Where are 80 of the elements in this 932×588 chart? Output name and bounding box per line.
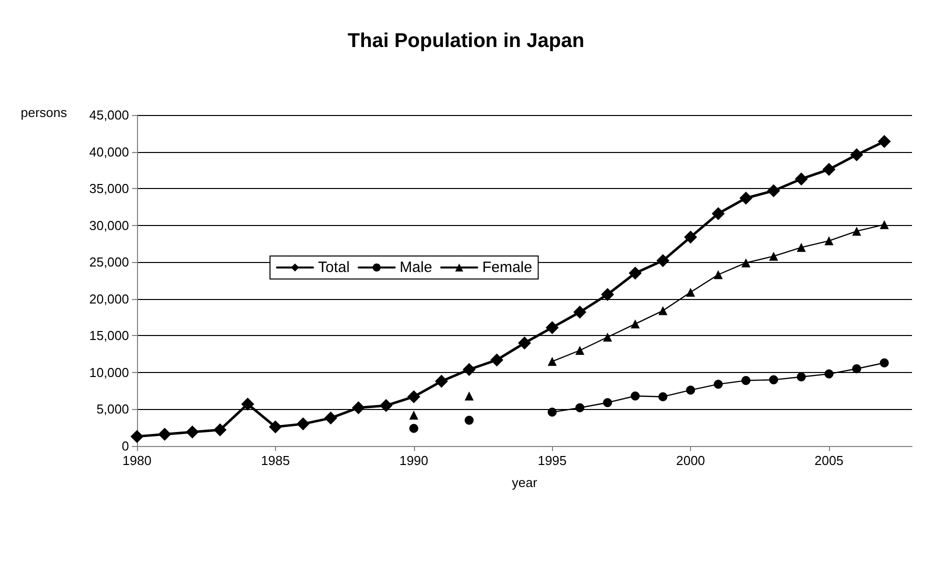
point	[741, 376, 750, 386]
point	[852, 364, 862, 374]
point	[352, 401, 365, 414]
point	[741, 258, 750, 268]
y-tick-label: 10,000	[89, 364, 129, 380]
point	[130, 430, 144, 443]
point	[324, 412, 338, 425]
point	[462, 363, 476, 376]
point	[739, 192, 752, 205]
point	[850, 148, 864, 162]
point	[601, 288, 614, 301]
point	[546, 321, 559, 334]
y-tick-label: 40,000	[89, 144, 129, 160]
y-tick-label: 30,000	[89, 218, 129, 233]
point	[548, 408, 557, 417]
point	[824, 236, 834, 246]
point	[409, 410, 418, 420]
point	[769, 375, 778, 384]
point	[214, 423, 227, 436]
y-tick-label: 0	[122, 438, 129, 454]
point	[575, 346, 584, 355]
point	[603, 398, 612, 408]
y-tick-label: 35,000	[89, 181, 129, 196]
y-tick-label: 25,000	[89, 254, 129, 270]
x-tick-label: 2005	[814, 453, 844, 468]
y-tick-label: 5,000	[96, 402, 129, 417]
point	[268, 420, 282, 434]
point	[684, 230, 698, 244]
y-axis-title: persons	[20, 105, 68, 120]
point	[796, 242, 806, 252]
point	[380, 399, 393, 412]
point	[822, 162, 836, 176]
point	[603, 332, 612, 342]
point	[490, 353, 504, 366]
y-tick-label: 45,000	[89, 108, 129, 122]
point	[575, 403, 584, 412]
x-tick-label: 1985	[260, 453, 290, 468]
x-tick-label: 2000	[676, 453, 706, 468]
point	[794, 172, 808, 186]
y-tick-label: 15,000	[89, 328, 129, 344]
x-tick-label: 1990	[399, 453, 428, 468]
point	[880, 220, 889, 230]
point	[686, 386, 696, 395]
point	[409, 424, 418, 433]
point	[852, 226, 862, 236]
point	[878, 134, 891, 148]
chart-title: Thai Population in Japan	[348, 30, 584, 52]
point	[630, 391, 640, 400]
y-tick-label: 20,000	[89, 291, 129, 306]
point	[464, 391, 474, 400]
point	[548, 356, 557, 366]
point	[714, 270, 723, 280]
point	[880, 358, 889, 368]
point	[158, 428, 172, 441]
legend-label: Male	[400, 259, 432, 276]
point	[464, 416, 474, 425]
x-tick-label: 1980	[122, 453, 152, 468]
point	[434, 374, 448, 388]
point	[241, 398, 254, 411]
point	[518, 336, 531, 350]
point	[714, 380, 723, 389]
point	[824, 369, 834, 378]
point	[712, 207, 725, 220]
x-tick-label: 1995	[538, 453, 567, 468]
point	[686, 288, 696, 297]
point	[407, 390, 420, 404]
x-axis-title: year	[512, 475, 538, 490]
point	[630, 319, 640, 328]
point	[769, 252, 778, 261]
point	[186, 426, 199, 439]
point	[658, 392, 668, 402]
point	[628, 266, 642, 280]
point	[573, 306, 586, 319]
legend-label: Female	[482, 259, 532, 276]
point	[658, 306, 668, 316]
point	[656, 254, 670, 268]
point	[796, 372, 806, 382]
legend-label: Total	[318, 259, 350, 276]
point	[296, 417, 310, 430]
point	[767, 184, 780, 198]
